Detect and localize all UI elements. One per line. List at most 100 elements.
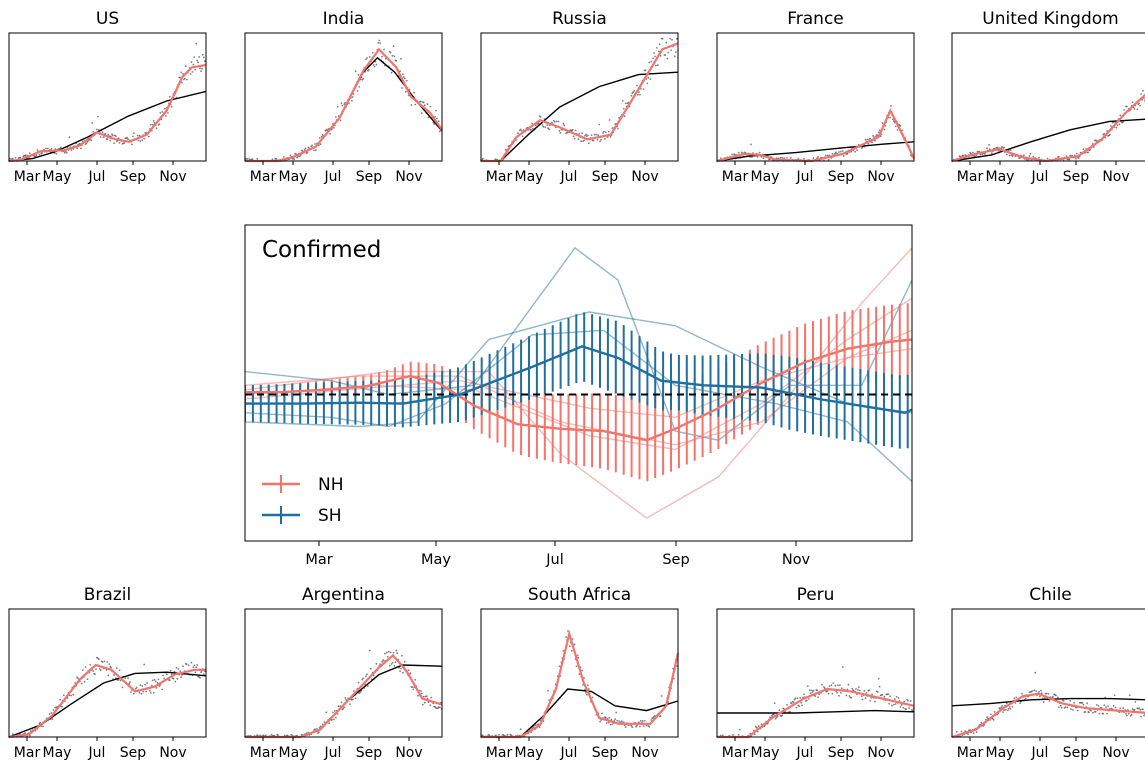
observation-dot [177,668,180,670]
observation-dot [195,666,198,668]
smooth-line [245,47,443,163]
observation-dot [396,652,399,655]
observation-dot [172,677,175,680]
observation-dot [1106,712,1108,715]
observation-dot [883,128,886,131]
smooth-line [8,663,206,739]
panel-title: India [323,9,365,29]
observation-dot [621,720,623,722]
observation-dot [600,138,602,141]
observation-dot [871,141,873,144]
observation-dot [436,117,438,120]
observation-dot [846,152,849,155]
observation-dot [200,70,202,73]
observation-dot [645,724,648,727]
observation-dot [803,157,805,160]
observation-dot [1060,706,1063,709]
observation-dot [563,124,566,127]
observation-dot [70,149,73,151]
observation-dot [1057,696,1059,699]
sh-mean-line [245,345,912,415]
observation-dot [149,690,151,692]
observation-dot [36,149,39,151]
observation-dot [60,146,62,149]
observation-dot [495,734,497,737]
observation-dot [92,670,95,672]
panel-south-africa: South Africa Mar May Jul Sep Nov [480,585,680,761]
observation-dot [801,704,803,707]
observation-dot [772,713,775,716]
observation-dot [1138,102,1141,105]
observation-dot [354,70,357,73]
observation-dot [1007,707,1010,710]
observation-dot [306,151,309,154]
observation-dot [621,100,624,102]
observation-dot [618,720,620,722]
observation-dot [413,91,416,94]
observation-dot [826,154,829,157]
observation-dot [590,134,593,137]
observation-dot [46,147,49,150]
observation-dot [757,725,760,728]
observation-dot [1046,157,1049,160]
observation-dot [1055,694,1057,697]
observation-dot [585,691,587,694]
observation-dot [356,90,359,92]
observation-dot [173,670,176,673]
panel-frame [244,608,443,738]
observation-dot [615,711,618,714]
observation-dot [85,142,88,145]
observation-dot [1118,123,1121,126]
observation-dot [857,686,860,688]
observation-dot [438,706,441,709]
observation-dot [263,734,265,737]
observation-dot [331,718,333,721]
observation-dot [156,681,159,684]
observation-dot [719,157,722,160]
observation-dot [402,671,404,674]
observation-dot [888,702,890,705]
observation-dot [393,55,396,58]
panel-frame [8,32,207,162]
observation-dot [596,139,599,141]
observation-dot [1081,701,1084,704]
observation-dot [565,636,567,639]
trend-line [716,141,915,162]
x-tick-label: Mar [14,169,41,185]
observation-dot [162,674,165,677]
observation-dot [189,73,192,75]
observation-dot [840,691,842,694]
x-tick-label: Sep [1063,169,1090,185]
observation-dot [81,669,84,671]
observation-dot [899,125,902,127]
observation-dot [650,719,653,721]
observation-dot [856,149,858,152]
observation-dot [115,667,118,670]
smooth-line [8,63,207,163]
x-tick-label: Jul [560,745,578,761]
x-tick-label: Nov [159,745,186,761]
observation-dot [368,68,370,71]
observation-dot [666,57,669,60]
observation-dot [367,685,369,687]
observation-dot [391,54,394,57]
observation-dot [389,651,392,654]
sh-country-line [245,311,912,428]
observation-dot [199,67,201,70]
observation-dot [834,684,837,687]
observation-dot [866,138,869,141]
observation-dot [610,718,613,721]
observation-dot [572,135,575,138]
observation-dot [143,137,146,140]
observation-dot [343,103,346,106]
observation-dot [151,679,154,682]
observation-dot [632,91,635,94]
observation-dot [646,82,649,85]
observation-dot [387,650,390,653]
x-tick-label: May [515,745,544,761]
observation-dot [394,661,397,663]
observation-dot [577,656,580,659]
observation-dot [816,689,819,692]
observation-dot [1064,706,1067,709]
observation-dot [592,139,595,142]
